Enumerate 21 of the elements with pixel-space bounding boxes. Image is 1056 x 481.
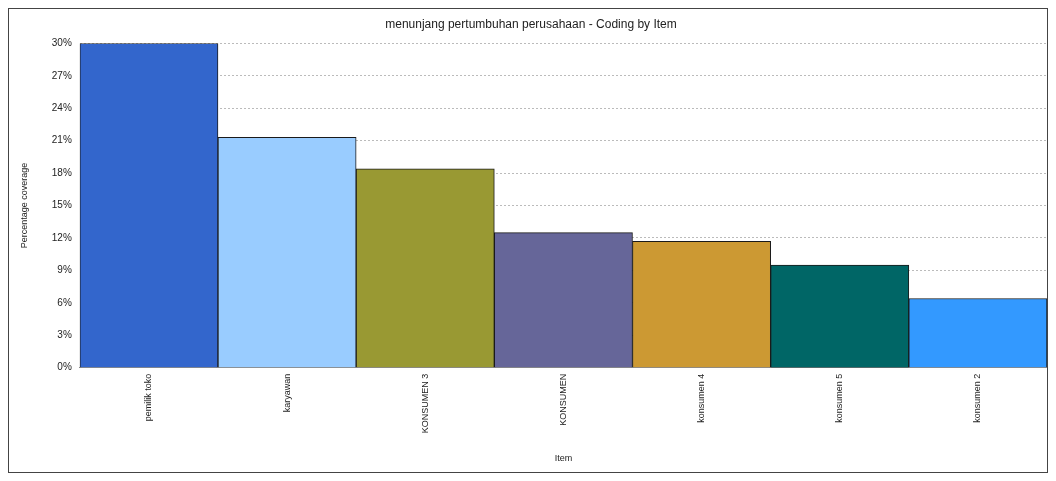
y-tick-label: 9% [57,264,72,276]
x-tick-label: KONSUMEN 3 [419,373,430,434]
y-axis-title: Percentage coverage [18,162,29,249]
x-tick-label: KONSUMEN [557,373,568,426]
y-tick-label: 0% [57,361,72,373]
y-tick-label: 18% [51,166,72,178]
y-tick-label: 6% [57,296,72,308]
y-tick-label: 3% [57,329,72,341]
y-tick-label: 27% [51,69,72,81]
chart-title: menunjang pertumbuhan perusahaan - Coding by Item [385,16,677,31]
x-tick-label: karyawan [281,373,292,413]
y-tick-label: 21% [51,134,72,146]
y-tick-label: 30% [51,37,72,49]
y-tick-label: 24% [51,102,72,114]
x-tick-label: konsumen 2 [972,373,983,423]
x-tick-label: konsumen 4 [696,373,707,423]
x-tick-label: pemilik toko [143,373,154,422]
y-tick-label: 12% [51,231,72,243]
x-tick-label: konsumen 5 [834,373,845,423]
y-tick-label: 15% [51,199,72,211]
x-axis-title: Item [554,453,573,464]
